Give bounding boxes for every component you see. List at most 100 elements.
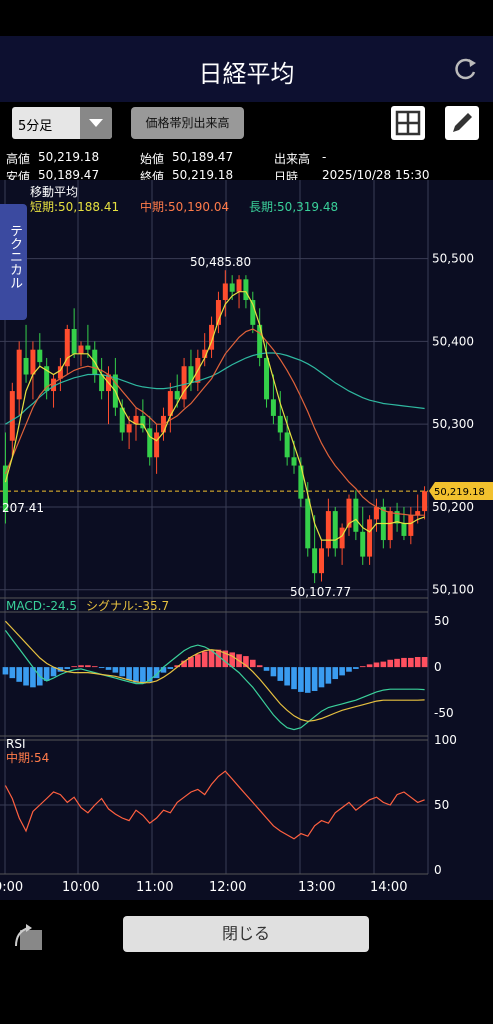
pencil-icon[interactable] [445, 106, 479, 140]
macd-bar [43, 667, 50, 681]
candle [215, 300, 221, 325]
ma-long-line [5, 352, 425, 425]
macd-bar [414, 657, 421, 668]
price-tick: 50,300 [432, 417, 474, 431]
max-price-label: 50,485.80 [190, 255, 251, 269]
macd-bar [208, 649, 215, 668]
macd-bar [140, 667, 146, 684]
candle [312, 548, 318, 574]
ma-mid-line [4, 328, 425, 516]
macd-bar [215, 649, 222, 668]
macd-bar [98, 667, 105, 669]
candle [202, 349, 208, 358]
macd-label: MACD:-24.5 [6, 599, 77, 613]
macd-bar [394, 658, 400, 668]
technical-tab[interactable]: テクニカル [0, 204, 27, 320]
macd-bar [366, 664, 373, 668]
refresh-icon[interactable] [453, 56, 479, 82]
candle [9, 391, 15, 441]
macd-bar [229, 652, 235, 668]
close-button[interactable]: 閉じる [123, 916, 369, 952]
macd-bar [298, 667, 304, 692]
candle [23, 357, 29, 375]
candle [394, 511, 400, 524]
candle [353, 498, 359, 532]
macd-bar [201, 651, 208, 668]
candle [332, 511, 338, 549]
candle [71, 328, 77, 354]
macd-bar [126, 667, 132, 680]
macd-bar [9, 667, 16, 679]
macd-tick: 0 [434, 660, 442, 674]
candle [298, 465, 304, 499]
volume-label: 出来高 [274, 152, 311, 166]
grid-layout-icon[interactable] [391, 106, 425, 140]
macd-bar [146, 667, 153, 682]
macd-bar [78, 665, 84, 668]
macd-bar [277, 667, 284, 681]
ma-short-line [4, 291, 425, 541]
chevron-down-icon [80, 107, 112, 139]
macd-bar [64, 667, 71, 669]
macd-bar [263, 667, 270, 671]
macd-tick: -50 [434, 706, 454, 720]
candle [147, 428, 153, 458]
candle [167, 391, 173, 416]
macd-line [4, 630, 425, 731]
macd-bar [373, 662, 380, 668]
candle [64, 328, 70, 367]
macd-bar [421, 657, 428, 668]
candle [346, 498, 352, 528]
candle [209, 324, 215, 350]
macd-tick: 50 [434, 614, 449, 628]
interval-value: 5分足 [18, 119, 53, 134]
macd-bar [181, 660, 187, 668]
macd-bar [112, 667, 119, 673]
volume-value: - [322, 150, 327, 164]
rsi-tick: 50 [434, 798, 449, 812]
interval-select[interactable]: 5分足 [12, 107, 112, 139]
candle [422, 491, 428, 512]
candle [37, 349, 43, 363]
price-tick: 50,200 [432, 500, 474, 514]
ma-title: 移動平均 [30, 185, 78, 199]
rsi-line [4, 770, 425, 840]
candle [387, 511, 393, 541]
macd-bar [222, 650, 229, 668]
min-price-label: 50,107.77 [290, 585, 351, 599]
page-title: 日経平均 [198, 60, 295, 88]
candle [174, 391, 180, 400]
time-label: 12:00 [209, 880, 246, 895]
macd-bar [346, 667, 352, 672]
macd-bar [318, 667, 325, 688]
candle [30, 349, 36, 375]
app-header: 日経平均 [0, 36, 493, 102]
candle [305, 498, 311, 549]
macd-bar [188, 657, 194, 668]
candle [140, 415, 146, 429]
chart-area[interactable]: 50,500 50,400 50,300 50,200 50,100 50 0 -50 100 5… [0, 180, 493, 900]
candle [181, 366, 187, 400]
date-value: 2025/10/28 15:30 [322, 168, 430, 182]
rotate-screen-icon[interactable] [12, 918, 46, 952]
price-tick: 50,500 [432, 252, 474, 266]
signal-line [4, 620, 425, 722]
volume-profile-button[interactable]: 価格帯別出来高 [131, 107, 244, 139]
macd-bar [85, 665, 91, 668]
candle [270, 399, 276, 416]
candle [133, 415, 139, 425]
candle [284, 432, 290, 458]
time-label: 9:00 [0, 880, 23, 895]
macd-bar [71, 666, 77, 668]
macd-bar [284, 667, 290, 686]
rsi-label: 中期:54 [6, 750, 49, 765]
time-label: 10:00 [62, 880, 99, 895]
macd-bar [105, 667, 112, 670]
current-price-tag: 50,219.18 [429, 482, 493, 500]
candle [360, 531, 366, 557]
macd-bar [249, 659, 256, 668]
candle [408, 515, 414, 536]
candle [154, 432, 160, 458]
candle [229, 283, 235, 292]
low-value: 50,189.47 [38, 168, 100, 182]
